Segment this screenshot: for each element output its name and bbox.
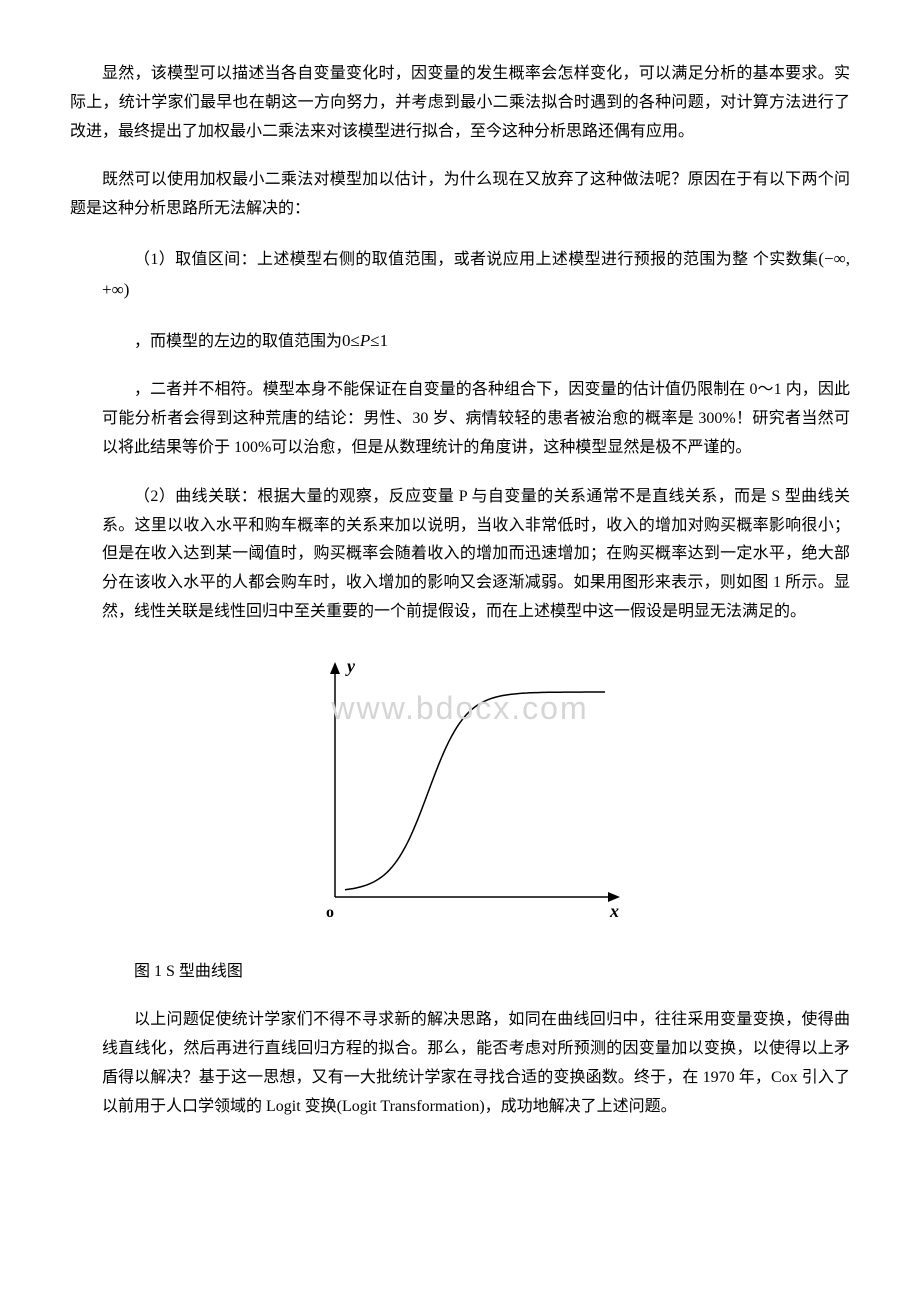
svg-text:y: y <box>345 656 356 676</box>
paragraph-7: 以上问题促使统计学家们不得不寻求新的解决思路，如同在曲线回归中，往往采用变量变换… <box>102 1006 850 1121</box>
paragraph-4: ，而模型的左边的取值范围为0≤P≤1 <box>102 326 850 357</box>
formula-2: 0≤P≤1 <box>342 331 388 350</box>
svg-text:x: x <box>609 901 619 921</box>
paragraph-6: （2）曲线关联：根据大量的观察，反应变量 P 与自变量的关系通常不是直线关系，而… <box>102 483 850 627</box>
paragraph-1: 显然，该模型可以描述当各自变量变化时，因变量的发生概率会怎样变化，可以满足分析的… <box>70 60 850 146</box>
paragraph-3: （1）取值区间：上述模型右侧的取值范围，或者说应用上述模型进行预报的范围为整 个… <box>102 244 850 306</box>
svg-text:o: o <box>326 904 334 921</box>
figure-caption: 图 1 S 型曲线图 <box>70 958 850 987</box>
paragraph-2: 既然可以使用加权最小二乘法对模型加以估计，为什么现在又放弃了这种做法呢？原因在于… <box>70 166 850 224</box>
p4-text: ，而模型的左边的取值范围为 <box>134 333 342 350</box>
paragraph-5: ，二者并不相符。模型本身不能保证在自变量的各种组合下，因变量的估计值仍限制在 0… <box>102 376 850 462</box>
s-curve-chart: y x o <box>70 647 850 938</box>
p3-text: （1）取值区间：上述模型右侧的取值范围，或者说应用上述模型进行预报的范围为整 个… <box>134 251 818 268</box>
s-curve-svg: y x o <box>275 647 645 927</box>
